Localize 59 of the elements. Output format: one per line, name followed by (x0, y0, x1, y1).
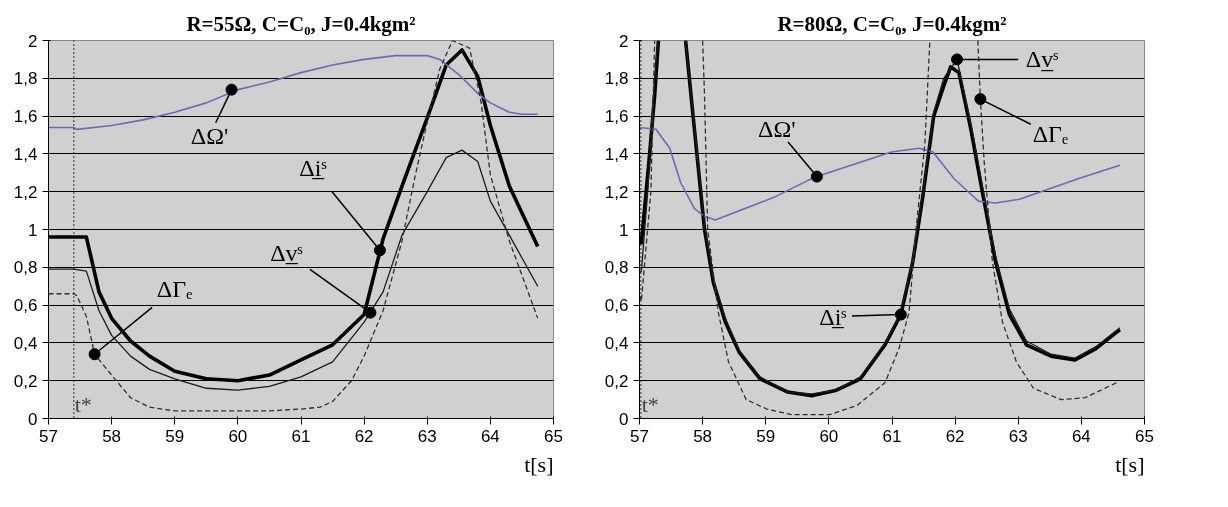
x-tick-label: 59 (756, 426, 776, 446)
annotation: ΔΩ' (758, 115, 796, 142)
y-tick-label: 1,6 (13, 107, 38, 127)
point (974, 93, 987, 106)
x-tick-label: 57 (39, 426, 58, 446)
y-tick-label: 1 (28, 220, 38, 240)
x-tick-label: 59 (165, 426, 185, 446)
x-tick-label: 63 (1008, 426, 1028, 446)
point (951, 53, 964, 66)
annotation: Δv̲ˢ (1025, 46, 1059, 73)
ref-line-label: t* (74, 391, 92, 417)
chart-title: R=80Ω, C=C₀, J=0.4kgm² (777, 11, 1007, 36)
x-tick-label: 62 (945, 426, 965, 446)
y-tick-label: 0,6 (13, 296, 38, 316)
y-tick-label: 1,4 (13, 144, 38, 164)
y-tick-label: 1,4 (604, 144, 629, 164)
y-tick-label: 1,8 (13, 69, 38, 89)
x-axis-title: t[s] (1115, 451, 1145, 477)
y-tick-label: 0,4 (13, 333, 38, 353)
y-tick-label: 1 (619, 220, 629, 240)
x-tick-label: 60 (228, 426, 248, 446)
y-tick-label: 2 (619, 31, 629, 51)
y-tick-label: 0,2 (13, 371, 38, 391)
y-tick-label: 1,2 (13, 182, 38, 202)
y-tick-label: 0,4 (604, 333, 629, 353)
y-tick-label: 0,6 (604, 296, 629, 316)
y-tick-label: 1,2 (604, 182, 629, 202)
x-tick-label: 64 (480, 426, 500, 446)
annotation: Δi̲ˢ (299, 155, 327, 182)
x-tick-label: 60 (819, 426, 839, 446)
x-tick-label: 61 (291, 426, 311, 446)
line-series (48, 149, 539, 391)
annotation: ΔΩ' (190, 122, 229, 149)
x-tick-label: 65 (544, 426, 563, 446)
x-tick-label: 63 (417, 426, 437, 446)
ref-line-label: t* (641, 391, 659, 417)
point (894, 308, 907, 321)
y-tick-label: 0 (28, 409, 38, 429)
y-tick-label: 1,6 (604, 107, 629, 127)
annotation: Δv̲ˢ (270, 239, 303, 266)
annotation: ΔΓₑ (1032, 121, 1069, 148)
annotation: Δi̲ˢ (819, 303, 847, 330)
y-tick-label: 0 (619, 409, 629, 429)
y-tick-label: 0,8 (13, 258, 38, 278)
annotation: ΔΓₑ (156, 276, 193, 303)
line-series (48, 54, 539, 131)
y-tick-label: 1,8 (604, 69, 629, 89)
x-tick-label: 58 (102, 426, 122, 446)
x-tick-label: 62 (354, 426, 374, 446)
y-tick-label: 0,8 (604, 258, 629, 278)
chart-title: R=55Ω, C=C₀, J=0.4kgm² (186, 11, 416, 36)
x-tick-label: 61 (882, 426, 902, 446)
x-tick-label: 64 (1071, 426, 1091, 446)
x-tick-label: 57 (630, 426, 649, 446)
x-tick-label: 58 (693, 426, 713, 446)
x-tick-label: 65 (1135, 426, 1154, 446)
y-tick-label: 0,2 (604, 371, 629, 391)
x-axis-title: t[s] (524, 451, 554, 477)
y-tick-label: 2 (28, 31, 38, 51)
